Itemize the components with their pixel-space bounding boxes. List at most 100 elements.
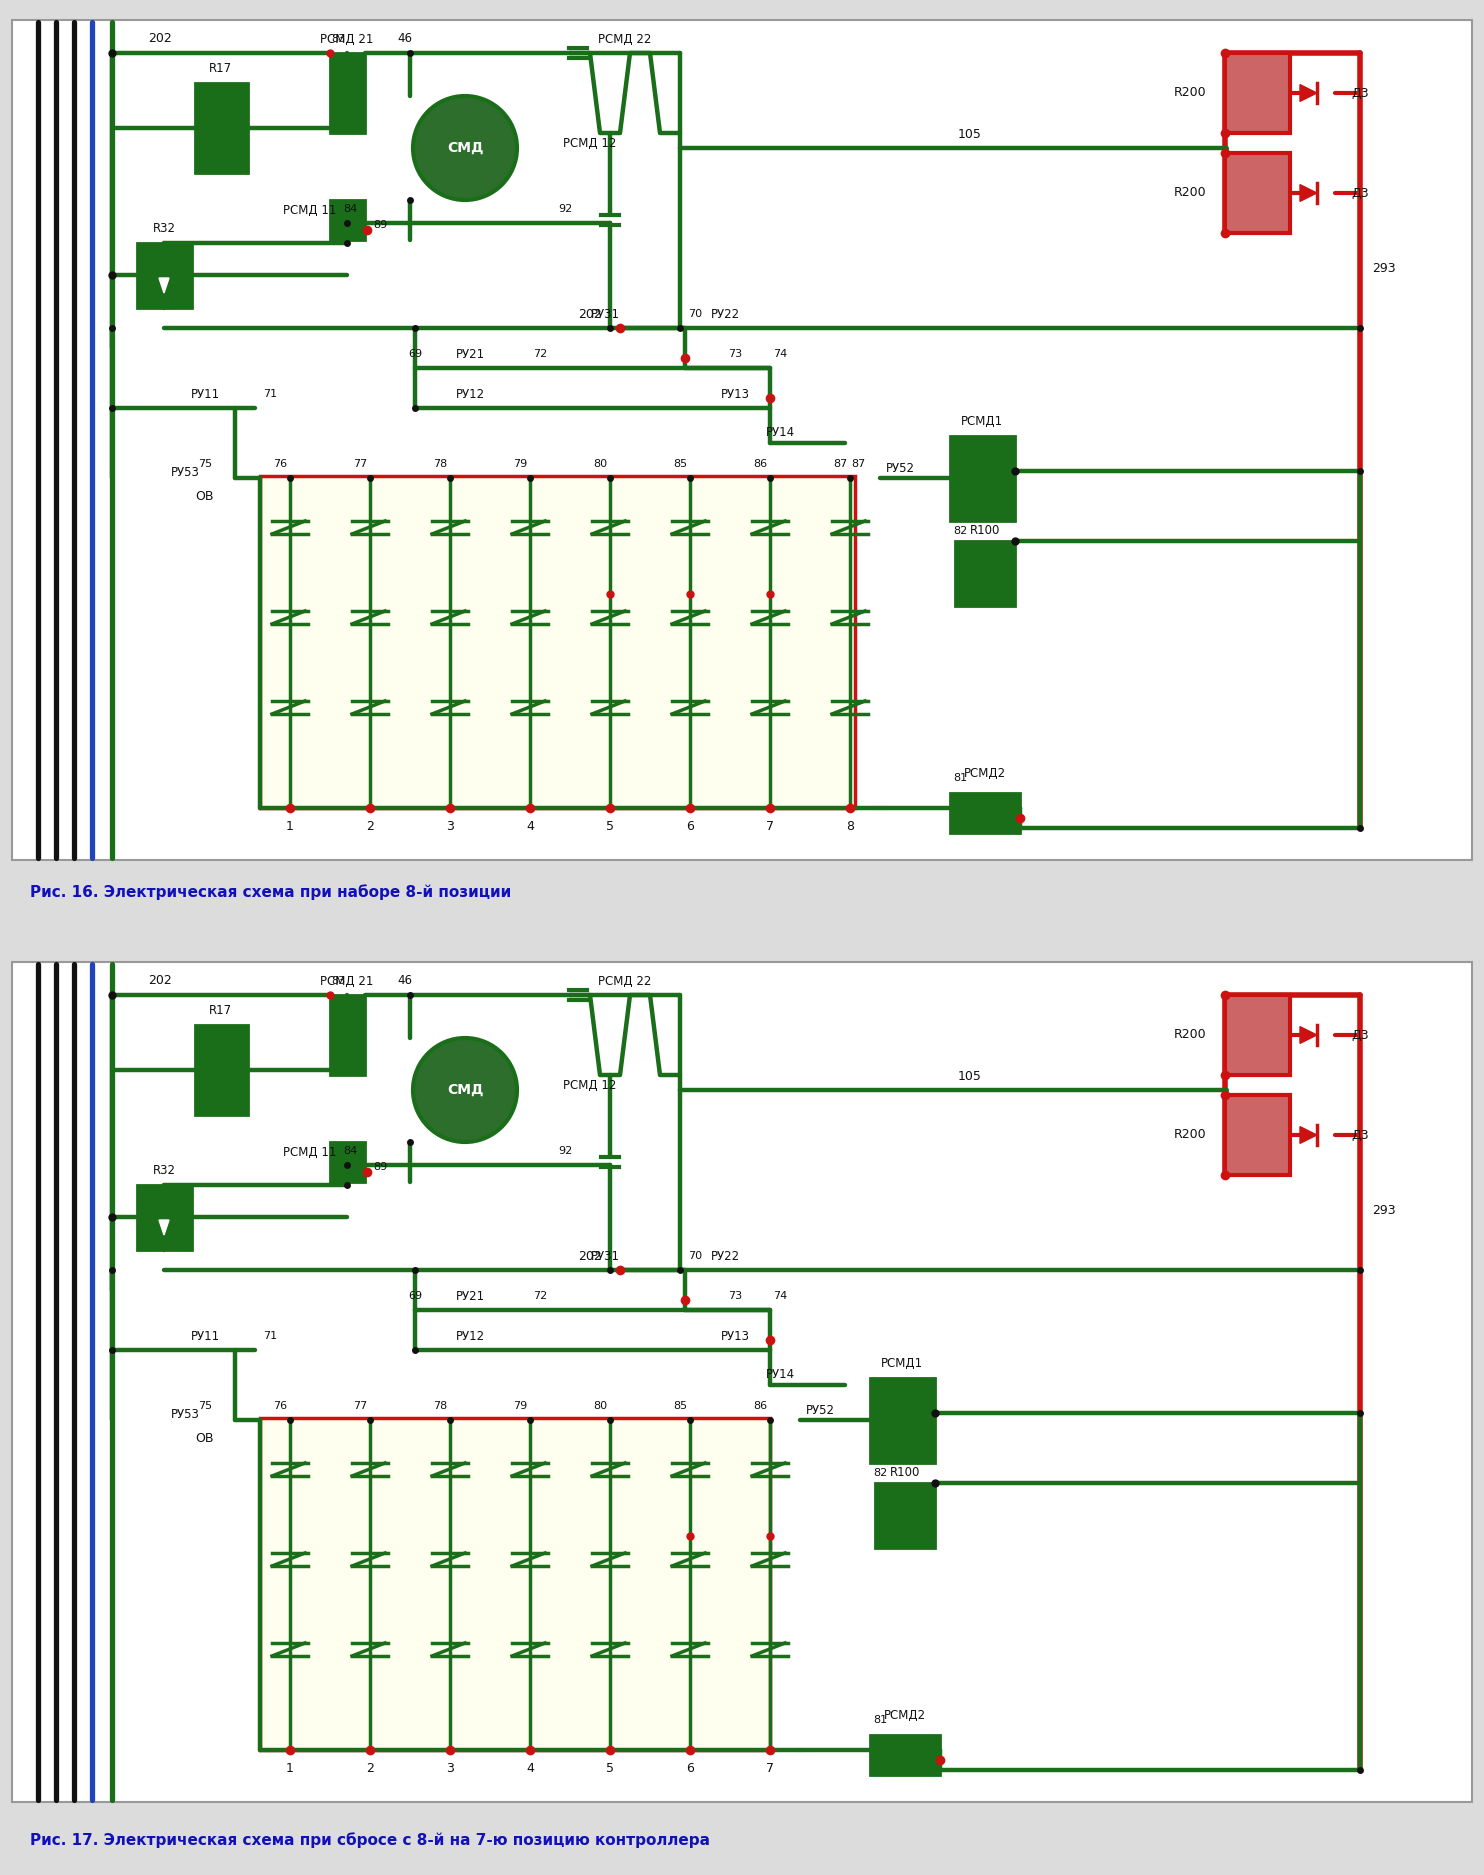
Text: R100: R100 xyxy=(890,1466,920,1479)
Text: 79: 79 xyxy=(513,459,527,469)
Text: 6: 6 xyxy=(686,1761,695,1774)
Text: СМД: СМД xyxy=(447,141,484,156)
Text: 72: 72 xyxy=(533,349,548,358)
Text: 92: 92 xyxy=(558,204,573,214)
Text: 2: 2 xyxy=(367,819,374,832)
Text: 79: 79 xyxy=(513,1401,527,1412)
Text: 87: 87 xyxy=(833,459,847,469)
Text: Рис. 16. Электрическая схема при наборе 8-й позиции: Рис. 16. Электрическая схема при наборе … xyxy=(30,885,512,900)
Bar xyxy=(194,82,248,172)
Polygon shape xyxy=(159,1221,169,1236)
Bar xyxy=(260,476,855,808)
Text: 86: 86 xyxy=(752,459,767,469)
Text: ОВ: ОВ xyxy=(196,1431,214,1444)
Text: 105: 105 xyxy=(959,1069,982,1082)
Text: 202: 202 xyxy=(148,975,172,988)
Text: РСМД2: РСМД2 xyxy=(965,767,1006,780)
Bar xyxy=(950,437,1015,521)
Text: 2: 2 xyxy=(367,1761,374,1774)
Text: Д3: Д3 xyxy=(1352,1129,1368,1142)
Text: 75: 75 xyxy=(197,1401,212,1412)
Text: 72: 72 xyxy=(533,1292,548,1301)
Polygon shape xyxy=(1300,1028,1316,1042)
Bar xyxy=(137,1185,191,1251)
Text: R32: R32 xyxy=(153,223,175,236)
Text: 105: 105 xyxy=(959,128,982,141)
Circle shape xyxy=(413,1039,516,1142)
Text: 86: 86 xyxy=(752,1401,767,1412)
Bar xyxy=(876,1483,935,1549)
Text: РУ11: РУ11 xyxy=(190,1329,220,1342)
Text: 202: 202 xyxy=(148,32,172,45)
Bar xyxy=(1224,52,1290,133)
Text: РСМД1: РСМД1 xyxy=(962,414,1003,428)
Bar xyxy=(956,542,1015,606)
Bar xyxy=(329,52,365,133)
Text: R17: R17 xyxy=(208,62,232,75)
Bar xyxy=(12,21,1472,861)
Polygon shape xyxy=(1300,84,1316,101)
Text: 5: 5 xyxy=(605,1761,614,1774)
Text: РСМД 22: РСМД 22 xyxy=(598,975,651,988)
Text: R17: R17 xyxy=(208,1005,232,1018)
Text: 76: 76 xyxy=(273,1401,286,1412)
Text: 70: 70 xyxy=(689,1251,702,1262)
Text: Д3: Д3 xyxy=(1352,86,1368,99)
Polygon shape xyxy=(159,278,169,292)
Text: 83: 83 xyxy=(331,34,346,43)
Text: РУ22: РУ22 xyxy=(711,1249,739,1262)
Text: 5: 5 xyxy=(605,819,614,832)
Text: РУ31: РУ31 xyxy=(591,308,619,321)
Text: 293: 293 xyxy=(1373,261,1395,274)
Bar xyxy=(329,996,365,1074)
Bar xyxy=(137,244,191,308)
Text: РСМД 21: РСМД 21 xyxy=(321,975,374,988)
Text: 6: 6 xyxy=(686,819,695,832)
Text: РУ13: РУ13 xyxy=(721,388,749,401)
Text: 1: 1 xyxy=(286,819,294,832)
Text: РУ53: РУ53 xyxy=(171,1408,199,1421)
Text: R200: R200 xyxy=(1174,86,1206,99)
Text: РСМД 22: РСМД 22 xyxy=(598,32,651,45)
Text: 77: 77 xyxy=(353,1401,367,1412)
Text: R100: R100 xyxy=(971,525,1000,538)
Text: 74: 74 xyxy=(773,1292,787,1301)
Text: РУ12: РУ12 xyxy=(456,388,485,401)
Text: 3: 3 xyxy=(447,819,454,832)
Text: РСМД 11: РСМД 11 xyxy=(283,204,337,216)
Text: 8: 8 xyxy=(846,819,853,832)
Text: 81: 81 xyxy=(873,1716,887,1725)
Text: РУ52: РУ52 xyxy=(886,461,914,474)
Bar xyxy=(194,1026,248,1116)
Text: РУ22: РУ22 xyxy=(711,308,739,321)
Text: 202: 202 xyxy=(579,1249,603,1262)
Text: 89: 89 xyxy=(372,1162,387,1172)
Text: 78: 78 xyxy=(433,1401,447,1412)
Text: Д3: Д3 xyxy=(1352,186,1368,199)
Text: R200: R200 xyxy=(1174,1129,1206,1142)
Text: РУ31: РУ31 xyxy=(591,1249,619,1262)
Bar xyxy=(1224,996,1290,1074)
Text: 1: 1 xyxy=(286,1761,294,1774)
Bar xyxy=(870,1734,939,1776)
Text: R32: R32 xyxy=(153,1164,175,1178)
Bar xyxy=(260,1418,770,1749)
Polygon shape xyxy=(1300,1127,1316,1144)
Text: 71: 71 xyxy=(263,388,278,399)
Text: 81: 81 xyxy=(953,772,968,784)
Text: 71: 71 xyxy=(263,1331,278,1341)
Text: 7: 7 xyxy=(766,1761,775,1774)
Bar xyxy=(1224,154,1290,232)
Text: 87: 87 xyxy=(850,459,865,469)
Circle shape xyxy=(413,96,516,201)
Text: РУ13: РУ13 xyxy=(721,1329,749,1342)
Text: 7: 7 xyxy=(766,819,775,832)
Text: 92: 92 xyxy=(558,1146,573,1157)
Text: 4: 4 xyxy=(525,819,534,832)
Text: РУ21: РУ21 xyxy=(456,1290,485,1303)
Text: 46: 46 xyxy=(398,975,413,988)
Text: 202: 202 xyxy=(579,308,603,321)
Text: R200: R200 xyxy=(1174,1029,1206,1041)
Text: 75: 75 xyxy=(197,459,212,469)
Text: ОВ: ОВ xyxy=(196,489,214,502)
